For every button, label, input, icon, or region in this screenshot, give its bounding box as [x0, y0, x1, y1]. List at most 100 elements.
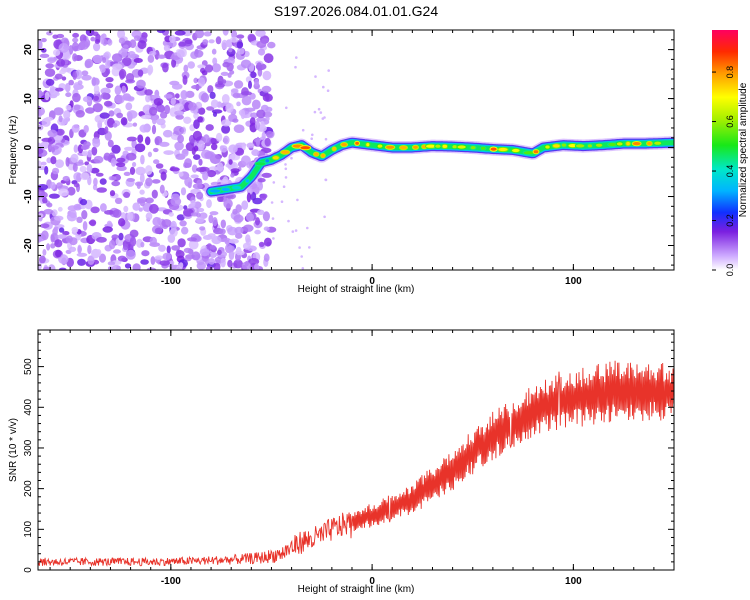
noise-speck: [284, 167, 288, 171]
noise-blob: [247, 33, 256, 42]
noise-blob: [162, 129, 173, 138]
noise-speck: [324, 137, 328, 141]
noise-blob: [220, 219, 226, 229]
noise-blob: [107, 261, 116, 266]
noise-blob: [83, 125, 89, 133]
noise-blob: [207, 85, 214, 94]
noise-blob: [217, 249, 222, 255]
noise-blob: [47, 129, 58, 138]
noise-blob: [146, 267, 157, 270]
noise-blob: [61, 37, 69, 44]
noise-blob: [250, 71, 257, 79]
noise-blob: [54, 73, 63, 80]
noise-blob: [202, 171, 209, 181]
noise-blob: [255, 217, 260, 226]
noise-blob: [62, 231, 70, 236]
noise-blob: [115, 162, 126, 168]
noise-blob: [123, 205, 129, 213]
noise-blob: [156, 30, 166, 34]
noise-blob: [205, 124, 214, 131]
noise-blob: [122, 243, 129, 251]
noise-blob: [145, 197, 154, 204]
noise-blob: [211, 143, 218, 151]
noise-blob: [53, 215, 64, 221]
noise-blob: [126, 110, 138, 119]
noise-blob: [93, 177, 98, 187]
signal-hotspot-core: [595, 143, 603, 147]
noise-blob: [234, 80, 244, 89]
noise-blob: [125, 73, 135, 83]
signal-hotspot-core: [632, 142, 641, 146]
noise-blob: [40, 223, 50, 229]
noise-blob: [57, 206, 63, 212]
noise-blob: [221, 119, 232, 127]
noise-blob: [104, 126, 109, 134]
noise-blob: [76, 252, 88, 257]
noise-blob: [39, 255, 46, 264]
noise-speck: [323, 116, 326, 119]
noise-blob: [228, 144, 238, 154]
spectrogram-xlabel: Height of straight line (km): [298, 284, 415, 295]
noise-blob: [58, 254, 69, 265]
noise-blob: [261, 131, 266, 140]
noise-blob: [81, 144, 90, 150]
noise-blob: [209, 211, 219, 216]
noise-blob: [261, 38, 269, 43]
noise-blob: [87, 255, 95, 265]
noise-blob: [185, 142, 196, 152]
noise-blob: [99, 64, 106, 73]
noise-blob: [227, 259, 233, 268]
noise-blob: [192, 130, 202, 141]
noise-blob: [38, 142, 41, 148]
noise-blob: [93, 155, 104, 164]
noise-blob: [199, 248, 210, 257]
noise-blob: [61, 76, 67, 81]
noise-blob: [153, 159, 160, 165]
noise-blob: [114, 197, 123, 204]
signal-hotspot-core: [498, 147, 508, 152]
noise-blob: [72, 71, 77, 80]
noise-blob: [76, 172, 82, 183]
noise-blob: [77, 258, 86, 266]
noise-blob: [56, 128, 65, 136]
noise-blob: [67, 205, 78, 212]
noise-blob: [176, 249, 182, 255]
noise-speck: [317, 107, 321, 111]
noise-blob: [241, 155, 251, 166]
noise-blob: [123, 191, 131, 198]
noise-blob: [50, 156, 57, 165]
noise-blob: [262, 70, 272, 81]
noise-blob: [154, 255, 164, 260]
noise-blob: [251, 99, 261, 110]
noise-blob: [250, 112, 258, 119]
noise-speck: [314, 75, 317, 78]
colorbar-tick-label: 0.4: [725, 165, 735, 178]
noise-blob: [230, 36, 238, 43]
noise-blob: [118, 68, 127, 79]
noise-blob: [145, 177, 153, 187]
noise-blob: [184, 256, 192, 262]
noise-blob: [160, 171, 167, 181]
noise-blob: [44, 165, 49, 175]
noise-blob: [199, 226, 206, 231]
noise-speck: [313, 110, 317, 114]
noise-blob: [100, 203, 107, 212]
noise-speck: [323, 215, 326, 219]
noise-blob: [152, 216, 161, 227]
noise-blob: [246, 142, 255, 149]
noise-blob: [219, 228, 226, 235]
noise-blob: [135, 166, 146, 176]
noise-blob: [129, 236, 137, 247]
signal-hotspot-core: [442, 144, 448, 148]
noise-blob: [228, 250, 235, 260]
noise-blob: [248, 80, 252, 90]
noise-speck: [296, 198, 299, 202]
noise-blob: [40, 161, 47, 166]
spectrogram-ylabel: Frequency (Hz): [8, 116, 19, 185]
noise-blob: [65, 104, 72, 111]
signal-hotspot-core: [314, 152, 319, 156]
signal-hotspot-core: [523, 151, 535, 155]
noise-blob: [38, 40, 43, 50]
noise-blob: [86, 163, 93, 173]
noise-blob: [132, 202, 141, 211]
